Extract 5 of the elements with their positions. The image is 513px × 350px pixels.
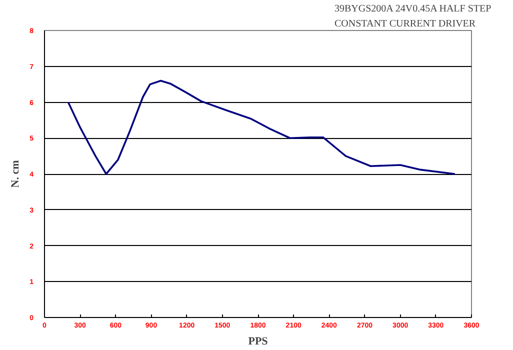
y-axis-title: N. cm <box>10 160 22 188</box>
chart-title: 39BYGS200A 24V0.45A HALF STEP <box>334 4 492 14</box>
line-series <box>67 80 456 175</box>
chart-subtitle: CONSTANT CURRENT DRIVER <box>334 18 476 30</box>
x-axis-title: PPS <box>248 336 268 348</box>
